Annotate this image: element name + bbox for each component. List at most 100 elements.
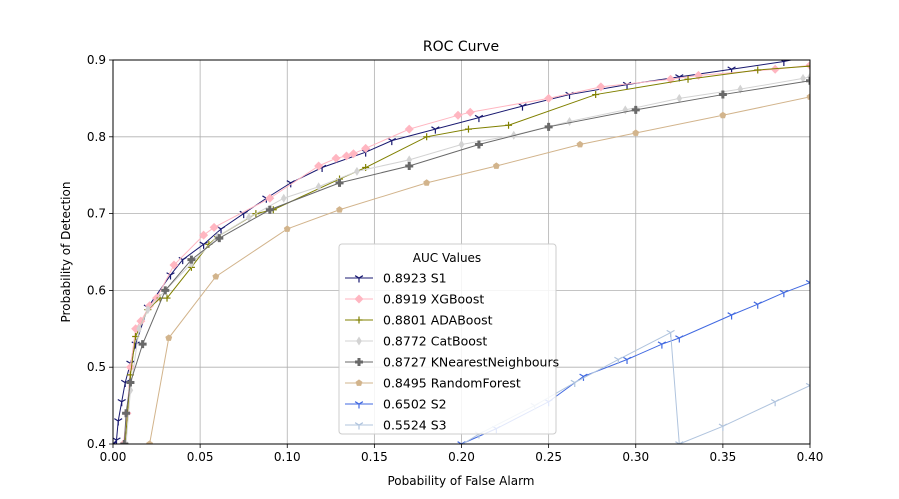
data-point [187,255,196,264]
data-point [465,107,475,117]
data-point [800,73,806,83]
legend-entry-5: 0.8495 RandomForest [345,376,521,391]
data-point [754,66,762,74]
legend-entry-2: 0.8801 ADABoost [345,313,493,328]
data-point [570,379,579,388]
data-point [596,82,606,92]
x-tick-label: 0.35 [710,450,737,464]
legend-label: 0.8772 CatBoost [383,334,487,349]
x-axis-label: Pobability of False Alarm [388,474,535,488]
data-point [246,212,252,222]
data-point [283,225,291,232]
data-point [431,126,440,134]
data-point [335,178,344,187]
data-point [199,241,208,249]
legend-swatch-marker [354,422,364,430]
y-tick-label: 0.9 [87,53,106,67]
x-tick-label: 0.20 [448,450,475,464]
data-point [666,329,675,338]
data-point [805,279,810,288]
data-point [718,423,728,431]
series-5 [146,93,810,444]
data-point [579,373,588,381]
legend-label: 0.5524 S3 [383,418,447,433]
data-point [126,378,135,387]
legend-swatch-marker [356,336,362,346]
legend-swatch-marker [355,379,363,386]
legend-swatch-marker [355,316,363,324]
data-point [122,409,131,418]
data-point [544,93,554,103]
y-tick-label: 0.5 [87,360,106,374]
data-point [676,93,683,103]
data-point [286,180,295,188]
data-point [805,60,810,70]
legend: AUC Values 0.8923 S1 0.8919 XGBoost 0.8801… [338,243,559,435]
series-4 [120,76,810,444]
data-point [719,111,727,119]
legend-entry-3: 0.8772 CatBoost [345,334,487,349]
data-point [166,272,175,280]
legend-title: AUC Values [413,251,481,265]
legend-entry-0: 0.8923 S1 [345,271,447,286]
data-point [127,385,134,395]
data-point [806,93,810,100]
x-tick-label: 0.15 [361,450,388,464]
data-point [314,161,324,171]
series-line [125,76,810,444]
y-tick-label: 0.6 [87,283,106,297]
legend-swatch-marker [354,294,364,304]
data-point [136,324,142,334]
data-point [657,341,667,349]
legend-label: 0.8919 XGBoost [383,292,484,307]
data-point [474,114,484,123]
data-point [675,335,684,343]
data-point [145,305,151,315]
data-point [518,103,527,111]
data-point [505,121,513,129]
y-tick-label: 0.7 [87,207,106,221]
data-point [566,116,573,126]
data-point [163,294,171,302]
data-point [265,205,274,214]
data-point [125,362,135,372]
data-point [331,153,341,163]
legend-label: 0.6502 S2 [383,397,447,412]
data-point [114,418,123,426]
x-tick-label: 0.30 [622,450,649,464]
legend-entry-1: 0.8919 XGBoost [345,292,484,307]
data-point [165,334,173,341]
data-point [592,91,600,99]
data-point [622,356,632,365]
x-tick-label: 0.25 [535,450,562,464]
legend-box [338,243,557,435]
data-point [265,193,275,203]
data-point [209,222,219,232]
data-point [779,289,789,298]
data-point [440,453,448,460]
data-point [770,64,780,74]
legend-entries: 0.8923 S1 0.8919 XGBoost 0.8801 ADABoost 0.… [345,271,559,433]
data-point [806,62,810,70]
data-point [770,398,780,407]
data-point [336,206,343,213]
data-point [214,232,221,242]
data-point [348,149,358,159]
data-point [474,140,483,149]
data-point [146,440,154,444]
data-point [576,140,584,148]
data-point [464,125,472,133]
data-point [405,161,414,170]
data-point [341,151,351,161]
data-point [215,234,224,243]
legend-label: 0.8495 RandomForest [383,376,521,391]
y-tick-label: 0.4 [87,437,106,451]
series-1 [118,60,810,444]
x-tick-label: 0.40 [797,450,824,464]
x-tick-label: 0.10 [274,450,301,464]
legend-label: 0.8727 KNearestNeighbours [383,355,559,370]
data-point [805,382,810,391]
data-point [138,340,147,349]
data-point [453,110,463,120]
